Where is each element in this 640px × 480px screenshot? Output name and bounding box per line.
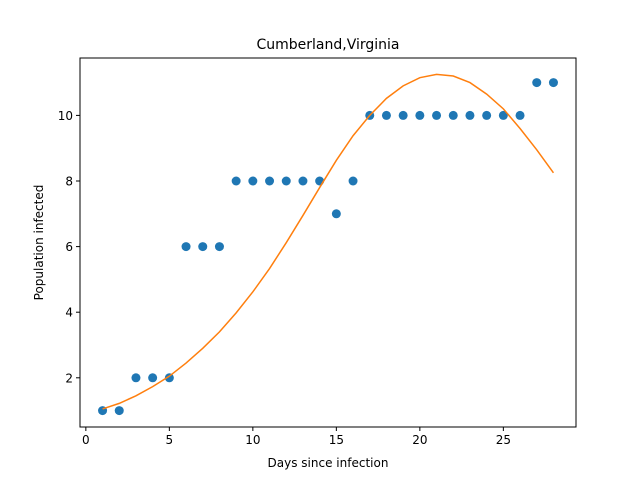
- x-tick-label: 0: [82, 433, 90, 447]
- y-tick-label: 4: [65, 306, 73, 320]
- data-point: [381, 110, 391, 120]
- x-tick-label: 5: [166, 433, 174, 447]
- data-point: [131, 373, 141, 383]
- data-point: [164, 373, 174, 383]
- data-point: [181, 242, 191, 252]
- data-point: [465, 110, 475, 120]
- data-point: [398, 110, 408, 120]
- x-axis-title: Days since infection: [268, 456, 389, 470]
- data-point: [114, 406, 124, 416]
- data-point: [148, 373, 158, 383]
- x-tick-label: 25: [496, 433, 511, 447]
- y-tick-label: 6: [65, 240, 73, 254]
- data-point: [214, 242, 224, 252]
- x-tick-label: 20: [412, 433, 427, 447]
- y-tick-label: 2: [65, 371, 73, 385]
- y-tick-label: 10: [58, 109, 73, 123]
- data-point: [532, 78, 542, 88]
- data-point: [281, 176, 291, 186]
- chart-title: Cumberland,Virginia: [256, 37, 399, 53]
- y-axis-title: Population infected: [32, 185, 46, 301]
- data-point: [498, 110, 508, 120]
- data-point: [548, 78, 558, 88]
- x-tick-label: 15: [329, 433, 344, 447]
- fit-line: [102, 73, 555, 410]
- data-point: [515, 110, 525, 120]
- data-point: [348, 176, 358, 186]
- data-point: [265, 176, 275, 186]
- axes: 0 5 10 15 20 25 2 4 6 8 10: [58, 109, 511, 447]
- data-point: [198, 242, 208, 252]
- y-tick-label: 8: [65, 175, 73, 189]
- data-point: [331, 209, 341, 219]
- data-point: [248, 176, 258, 186]
- data-point: [448, 110, 458, 120]
- data-point: [432, 110, 442, 120]
- data-point: [415, 110, 425, 120]
- x-tick-label: 10: [245, 433, 260, 447]
- plot-frame: [79, 57, 577, 428]
- plot-area: [98, 73, 558, 416]
- data-point: [231, 176, 241, 186]
- data-point: [482, 110, 492, 120]
- data-point: [298, 176, 308, 186]
